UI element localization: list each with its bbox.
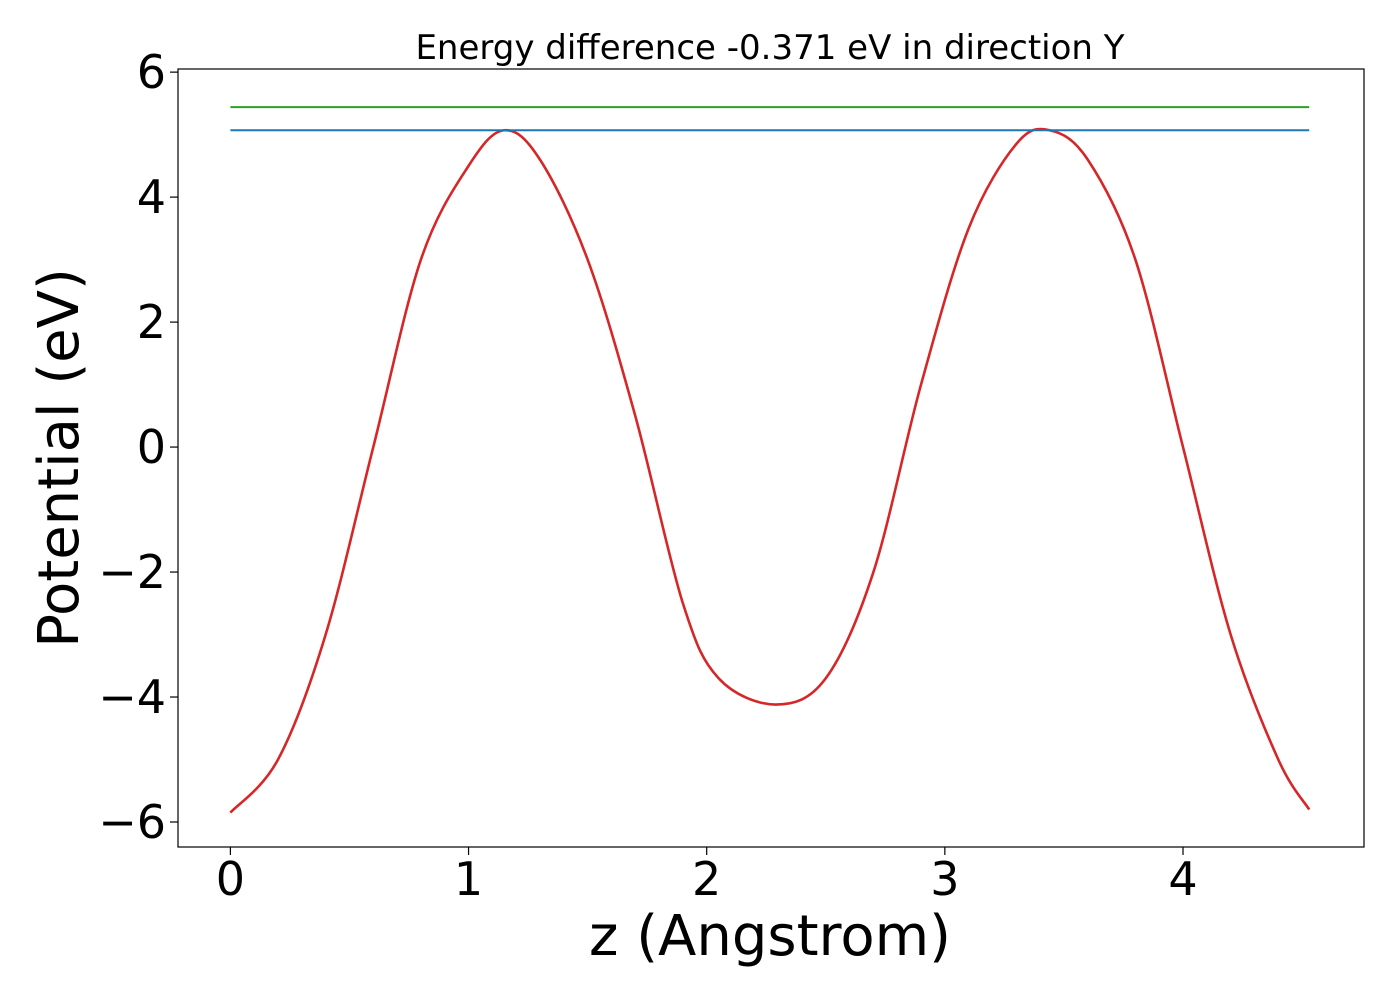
y-tick-label: 6 [137,45,166,99]
chart-title: Energy difference -0.371 eV in direction… [415,28,1124,68]
x-tick-label: 4 [1168,852,1197,906]
x-axis-ticks: 0 1 2 3 4 [216,847,1198,906]
y-tick-label: 2 [137,295,166,349]
series-layer [229,106,1311,814]
x-tick-label: 0 [216,852,245,906]
y-tick-label: −6 [98,795,166,849]
x-tick-label: 2 [692,852,721,906]
y-tick-label: −4 [98,670,166,724]
y-tick-label: 4 [137,170,166,224]
y-axis-ticks: −6 −4 −2 0 2 4 6 [98,45,178,849]
y-axis-label: Potential (eV) [27,268,92,648]
x-tick-label: 1 [454,852,483,906]
plot-area [177,68,1365,848]
y-tick-label: −2 [98,545,166,599]
x-tick-label: 3 [930,852,959,906]
series-line-0 [229,127,1311,814]
y-tick-label: 0 [137,420,166,474]
x-axis-label: z (Angstrom) [589,904,951,969]
